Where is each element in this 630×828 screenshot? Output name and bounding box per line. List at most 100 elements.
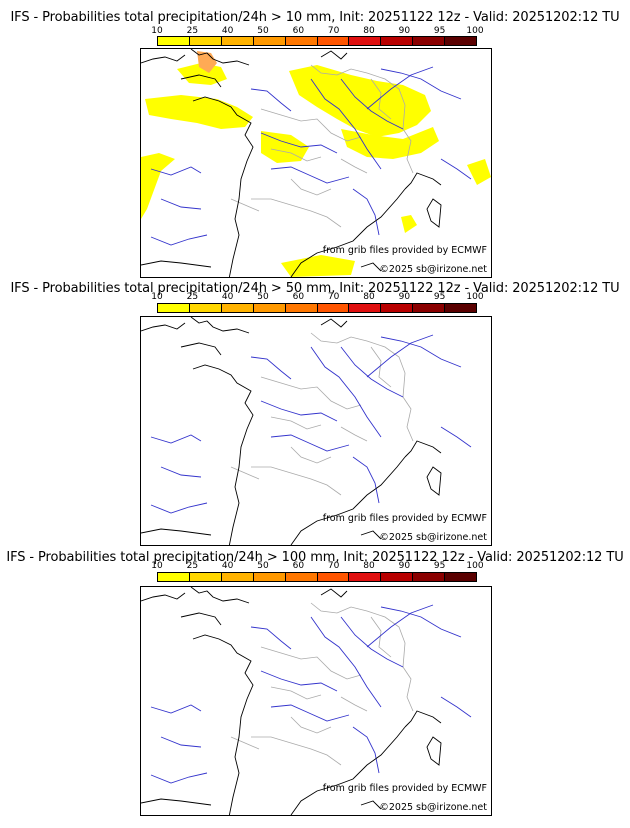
colorbar-tick-label: 40 bbox=[221, 561, 234, 571]
region-border bbox=[251, 466, 342, 496]
precip-area-high bbox=[197, 51, 217, 73]
coastline bbox=[360, 530, 382, 540]
colorbar-segment bbox=[221, 573, 254, 581]
coastline bbox=[426, 466, 442, 496]
colorbar-segment bbox=[445, 573, 477, 581]
precip-area bbox=[341, 127, 439, 159]
river bbox=[310, 616, 382, 708]
colorbar-ticks: 10 25 40 50 60 70 80 90 95 100 bbox=[151, 292, 483, 302]
colorbar-segment bbox=[221, 304, 254, 312]
coastline bbox=[320, 50, 348, 60]
coastline bbox=[141, 54, 186, 64]
coastline bbox=[404, 710, 442, 728]
river bbox=[340, 78, 404, 130]
panel-title: IFS - Probabilities total precipitation/… bbox=[10, 10, 620, 25]
region-border bbox=[251, 736, 342, 766]
colorbar-segment bbox=[189, 304, 222, 312]
copyright-credit: ©2025 sb@irizone.net bbox=[379, 532, 487, 543]
colorbar-tick-label: 50 bbox=[257, 561, 269, 571]
colorbar-ticks: 10 25 40 50 60 70 80 90 95 100 bbox=[151, 561, 483, 571]
panel-10mm: IFS - Probabilities total precipitation/… bbox=[0, 0, 630, 278]
colorbar-segment bbox=[158, 304, 190, 312]
colorbar-tick-label: 80 bbox=[363, 292, 375, 302]
colorbar-segment bbox=[189, 573, 222, 581]
river bbox=[270, 434, 350, 452]
river bbox=[366, 604, 434, 648]
colorbar-segment bbox=[413, 573, 446, 581]
colorbar-tick-label: 40 bbox=[221, 26, 234, 36]
colorbar-tick-label: 10 bbox=[151, 292, 163, 302]
colorbar-segment bbox=[158, 37, 190, 45]
colorbar-tick-label: 25 bbox=[186, 26, 199, 36]
precip-area bbox=[177, 63, 227, 85]
coastline bbox=[320, 588, 348, 598]
river bbox=[440, 696, 472, 718]
colorbar-tick-label: 90 bbox=[398, 292, 411, 302]
copyright-credit: ©2025 sb@irizone.net bbox=[379, 802, 487, 813]
colorbar-segment bbox=[285, 37, 318, 45]
colorbar bbox=[157, 36, 477, 46]
colorbar-segment bbox=[189, 37, 222, 45]
precip-area bbox=[141, 153, 175, 219]
river bbox=[352, 456, 380, 504]
precip-area bbox=[261, 131, 309, 163]
coastline bbox=[141, 798, 212, 806]
source-credit: from grib files provided by ECMWF bbox=[322, 245, 487, 256]
colorbar-segment bbox=[413, 304, 446, 312]
region-border bbox=[230, 198, 260, 212]
river bbox=[340, 346, 404, 398]
river bbox=[366, 334, 434, 378]
river bbox=[150, 166, 202, 176]
copyright-credit: ©2025 sb@irizone.net bbox=[379, 264, 487, 275]
coastline bbox=[360, 262, 382, 272]
region-border bbox=[310, 602, 414, 712]
colorbar-tick-label: 40 bbox=[221, 292, 234, 302]
colorbar-segment bbox=[317, 573, 350, 581]
colorbar-segment bbox=[349, 573, 382, 581]
region-border bbox=[310, 64, 414, 174]
precip-map: from grib files provided by ECMWF ©2025 … bbox=[140, 48, 492, 278]
colorbar-tick-label: 60 bbox=[292, 292, 305, 302]
precip-area bbox=[145, 95, 253, 129]
colorbar-tick-label: 70 bbox=[327, 292, 340, 302]
colorbar-segment bbox=[158, 573, 190, 581]
river bbox=[352, 188, 380, 236]
colorbar-tick-label: 25 bbox=[186, 292, 199, 302]
colorbar-ticks: 10 25 40 50 60 70 80 90 95 100 bbox=[151, 26, 483, 36]
river bbox=[270, 704, 350, 722]
region-border bbox=[230, 466, 260, 480]
coastline bbox=[180, 612, 222, 626]
region-border bbox=[290, 716, 332, 734]
river bbox=[366, 66, 434, 110]
colorbar bbox=[157, 572, 477, 582]
map-canvas bbox=[141, 49, 491, 277]
colorbar-tick-label: 60 bbox=[292, 561, 305, 571]
panel-title: IFS - Probabilities total precipitation/… bbox=[10, 281, 620, 296]
panel-100mm: IFS - Probabilities total precipitation/… bbox=[0, 548, 630, 828]
colorbar-segment bbox=[381, 573, 414, 581]
region-border bbox=[270, 148, 322, 162]
river bbox=[150, 502, 208, 514]
precip-map: from grib files provided by ECMWF ©2025 … bbox=[140, 586, 492, 816]
river bbox=[270, 166, 350, 184]
region-border bbox=[270, 416, 322, 430]
precip-map: from grib files provided by ECMWF ©2025 … bbox=[140, 316, 492, 546]
river bbox=[380, 606, 462, 638]
region-border bbox=[370, 346, 392, 388]
colorbar-tick-label: 10 bbox=[151, 561, 163, 571]
river bbox=[150, 434, 202, 444]
coastline bbox=[180, 342, 222, 356]
colorbar-tick-label: 80 bbox=[363, 561, 375, 571]
region-border bbox=[340, 696, 368, 712]
coastline bbox=[190, 317, 250, 334]
coastline bbox=[360, 800, 382, 810]
colorbar-segment bbox=[317, 37, 350, 45]
colorbar-segment bbox=[349, 37, 382, 45]
region-border bbox=[260, 376, 362, 410]
precip-area bbox=[467, 159, 491, 185]
region-border bbox=[290, 178, 332, 196]
coastline bbox=[290, 726, 406, 815]
colorbar-tick-label: 100 bbox=[466, 292, 484, 302]
river bbox=[352, 726, 380, 774]
colorbar-segment bbox=[253, 573, 286, 581]
